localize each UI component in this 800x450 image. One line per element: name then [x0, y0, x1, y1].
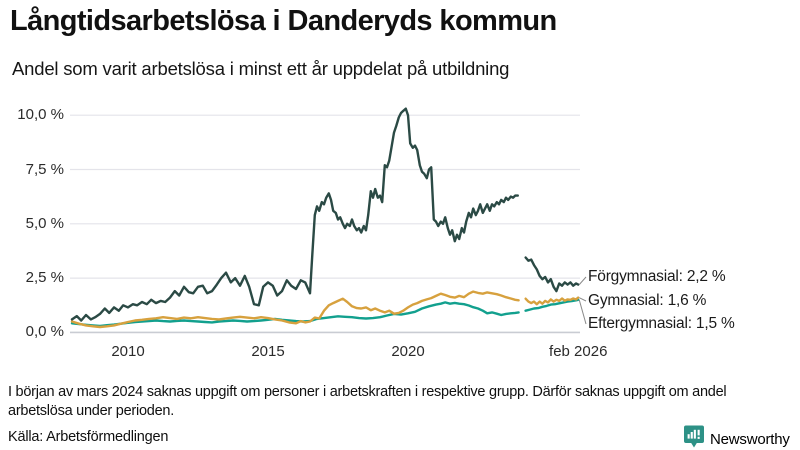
brand-name: Newsworthy: [710, 431, 790, 448]
y-tick-label: 0,0 %: [25, 323, 64, 341]
legend-connector: [579, 297, 587, 302]
chart-subtitle: Andel som varit arbetslösa i minst ett å…: [12, 58, 510, 79]
footnote: I början av mars 2024 saknas uppgift om …: [8, 384, 727, 419]
series-label-eftergymnasial: Eftergymnasial: 1,5 %: [588, 315, 735, 332]
source-text: Källa: Arbetsförmedlingen: [8, 429, 169, 445]
series-line-gymnasial: [524, 296, 580, 306]
x-tick-label: feb 2026: [549, 343, 608, 360]
x-tick-label: 2020: [391, 343, 425, 360]
series-line-förgymnasial: [524, 256, 580, 293]
y-tick-label: 2,5 %: [25, 269, 64, 287]
newsworthy-branding: Newsworthy: [683, 425, 790, 450]
x-tick-label: 2010: [111, 343, 145, 360]
page-title: Långtidsarbetslösa i Danderyds kommun: [10, 5, 557, 37]
series-line-förgymnasial: [70, 107, 519, 322]
series-label-gymnasial: Gymnasial: 1,6 %: [588, 292, 707, 309]
series-line-gymnasial: [70, 290, 520, 329]
series-line-eftergymnasial: [524, 298, 580, 312]
y-tick-label: 5,0 %: [25, 214, 64, 232]
y-tick-label: 7,5 %: [25, 160, 64, 178]
newsworthy-logo-icon: [683, 425, 705, 450]
y-tick-label: 10,0 %: [17, 106, 64, 124]
legend-connector: [578, 299, 587, 325]
legend-connector: [578, 276, 587, 285]
series-label-förgymnasial: Förgymnasial: 2,2 %: [588, 268, 726, 285]
x-tick-label: 2015: [251, 343, 285, 360]
